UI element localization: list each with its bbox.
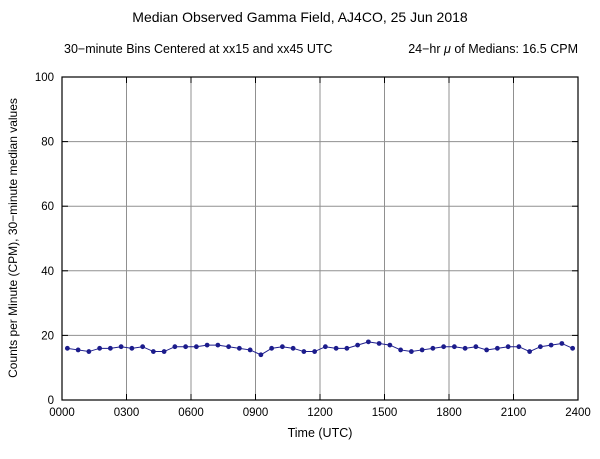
x-axis-label: Time (UTC) <box>288 426 353 440</box>
data-point <box>355 342 361 348</box>
data-point <box>150 349 156 354</box>
data-point <box>86 349 92 354</box>
data-point <box>322 344 328 350</box>
data-point <box>269 345 275 351</box>
data-point <box>462 345 468 351</box>
data-point <box>516 344 522 350</box>
x-tick-label: 0000 <box>49 407 75 419</box>
data-point <box>494 345 500 351</box>
data-point <box>193 344 199 350</box>
data-point <box>161 349 167 354</box>
subtitle-bins: 30−minute Bins Centered at xx15 and xx45… <box>64 42 333 56</box>
data-point <box>376 341 382 346</box>
y-tick-label: 0 <box>48 395 54 407</box>
data-point <box>548 342 554 348</box>
mu-symbol: μ <box>443 42 451 56</box>
y-tick-label: 100 <box>35 72 54 84</box>
data-point <box>344 345 350 351</box>
data-point <box>97 345 103 351</box>
data-point <box>290 345 296 351</box>
subtitle-mean-suffix: of Medians: 16.5 CPM <box>450 42 578 56</box>
data-point <box>236 345 242 351</box>
data-point <box>398 347 404 353</box>
data-point <box>430 345 436 351</box>
data-point <box>559 341 565 346</box>
data-point <box>505 344 511 350</box>
x-tick-label: 0900 <box>243 407 269 419</box>
data-point <box>301 349 307 354</box>
data-point <box>408 349 414 354</box>
x-tick-label: 2400 <box>565 407 591 419</box>
data-point <box>226 344 232 350</box>
y-axis-label: Counts per Minute (CPM), 30−minute media… <box>6 98 20 378</box>
y-tick-label: 80 <box>41 137 54 149</box>
data-point <box>140 344 146 350</box>
data-point <box>204 342 210 348</box>
y-tick-label: 40 <box>41 266 54 278</box>
x-tick-label: 0300 <box>114 407 140 419</box>
data-point <box>333 345 339 351</box>
subtitle-mean: 24−hr μ of Medians: 16.5 CPM <box>408 42 578 56</box>
data-point <box>129 345 135 351</box>
x-tick-label: 1200 <box>307 407 333 419</box>
data-point <box>215 342 221 348</box>
data-point <box>570 345 576 351</box>
subtitle-mean-prefix: 24−hr <box>408 42 444 56</box>
data-point <box>312 349 318 354</box>
data-point <box>527 349 533 354</box>
data-point <box>183 344 189 350</box>
data-point <box>279 344 285 350</box>
data-point <box>365 339 371 345</box>
data-point <box>441 344 447 350</box>
data-point <box>107 345 113 351</box>
data-point <box>258 352 264 358</box>
data-point <box>247 347 253 353</box>
chart-title: Median Observed Gamma Field, AJ4CO, 25 J… <box>132 9 468 25</box>
data-point <box>484 347 490 353</box>
data-point <box>451 344 457 350</box>
data-point <box>64 345 70 351</box>
x-tick-label: 1800 <box>436 407 462 419</box>
x-tick-label: 0600 <box>178 407 204 419</box>
data-point <box>419 347 425 353</box>
chart-subtitle-row: 30−minute Bins Centered at xx15 and xx45… <box>64 42 578 56</box>
y-tick-label: 20 <box>41 330 54 342</box>
x-tick-label: 1500 <box>372 407 398 419</box>
data-point <box>537 344 543 350</box>
data-point <box>75 347 81 353</box>
y-tick-label: 60 <box>41 201 54 213</box>
data-point <box>172 344 178 350</box>
data-point <box>118 344 124 350</box>
data-point <box>473 344 479 350</box>
data-point <box>387 342 393 348</box>
x-tick-label: 2100 <box>501 407 527 419</box>
